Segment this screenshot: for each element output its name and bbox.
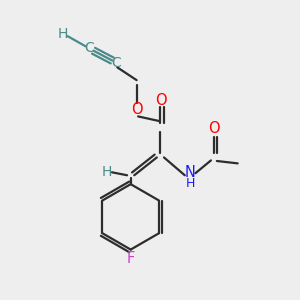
Text: C: C (84, 41, 94, 56)
Text: O: O (155, 94, 167, 109)
Text: C: C (111, 56, 121, 70)
Text: F: F (127, 251, 135, 266)
Text: O: O (208, 122, 220, 136)
Text: H: H (57, 27, 68, 41)
Text: H: H (102, 165, 112, 179)
Text: N: N (185, 165, 196, 180)
Text: O: O (131, 102, 142, 117)
Text: H: H (186, 177, 195, 190)
